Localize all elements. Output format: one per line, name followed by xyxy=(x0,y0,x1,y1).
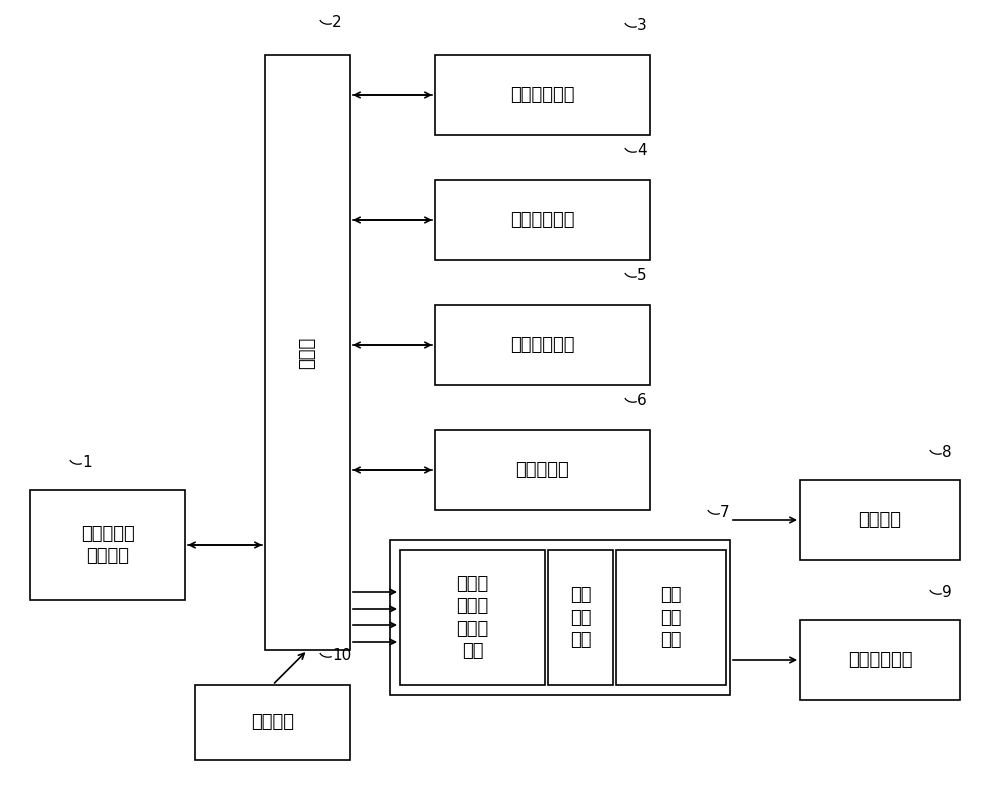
Bar xyxy=(800,620,960,700)
Text: 3: 3 xyxy=(637,18,647,33)
Text: 双向继
电器驱
动集成
电路: 双向继 电器驱 动集成 电路 xyxy=(456,575,489,660)
Bar xyxy=(548,550,613,685)
Bar xyxy=(265,55,350,650)
Text: 4: 4 xyxy=(637,143,647,158)
Bar xyxy=(390,540,730,695)
Text: 温度检测模块: 温度检测模块 xyxy=(510,211,575,229)
Text: 9: 9 xyxy=(942,585,952,600)
Bar xyxy=(435,55,650,135)
Text: 6: 6 xyxy=(637,393,647,408)
Text: 故障报警模块: 故障报警模块 xyxy=(510,336,575,354)
Text: 单片机: 单片机 xyxy=(298,337,316,368)
Text: 电力线载波
通讯模块: 电力线载波 通讯模块 xyxy=(81,525,134,565)
Text: 电源模块: 电源模块 xyxy=(251,714,294,731)
Text: 磁保
持继
电器: 磁保 持继 电器 xyxy=(660,586,682,649)
Text: 2: 2 xyxy=(332,15,342,30)
Text: 1: 1 xyxy=(82,455,92,470)
Text: 8: 8 xyxy=(942,445,952,460)
Text: 10: 10 xyxy=(332,648,351,663)
Bar xyxy=(435,180,650,260)
Text: 看门狗电路: 看门狗电路 xyxy=(516,461,569,479)
Bar xyxy=(30,490,185,600)
Text: 5: 5 xyxy=(637,268,647,283)
Bar xyxy=(195,685,350,760)
Text: 显示设定模块: 显示设定模块 xyxy=(510,86,575,104)
Text: 7: 7 xyxy=(720,505,730,520)
Bar xyxy=(616,550,726,685)
Bar xyxy=(800,480,960,560)
Bar xyxy=(400,550,545,685)
Text: 制冷元件: 制冷元件 xyxy=(858,511,902,529)
Bar xyxy=(435,430,650,510)
Text: 输出
控制
模块: 输出 控制 模块 xyxy=(570,586,591,649)
Bar xyxy=(435,305,650,385)
Text: 辅助加热元件: 辅助加热元件 xyxy=(848,651,912,669)
